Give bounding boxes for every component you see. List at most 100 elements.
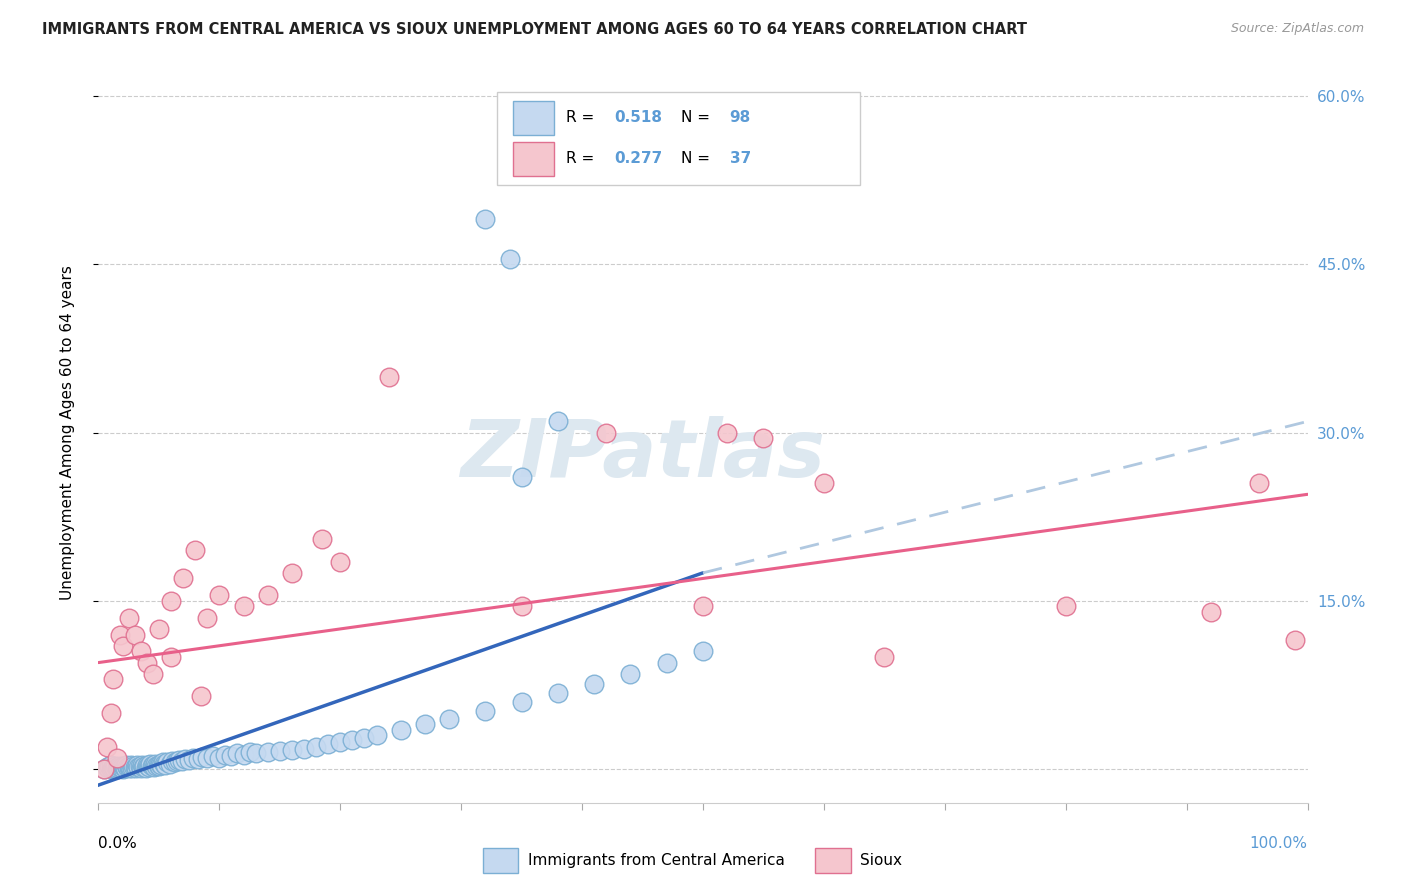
Point [139,756,162,771]
Point [292,742,315,756]
Text: IMMIGRANTS FROM CENTRAL AMERICA VS SIOUX UNEMPLOYMENT AMONG AGES 60 TO 64 YEARS : IMMIGRANTS FROM CENTRAL AMERICA VS SIOUX… [42,22,1028,37]
Point [187,752,209,766]
Point [655,656,678,670]
Text: Source: ZipAtlas.com: Source: ZipAtlas.com [1230,22,1364,36]
Point [389,723,412,737]
Point [160,650,183,665]
FancyBboxPatch shape [513,101,554,135]
Point [105,751,128,765]
Point [269,744,291,758]
FancyBboxPatch shape [482,848,517,873]
Point [103,761,125,775]
Point [93,762,115,776]
Point [316,738,339,752]
Point [595,425,617,440]
Point [152,756,174,770]
Point [160,594,183,608]
Point [115,757,138,772]
Text: 37: 37 [730,151,751,166]
Point [135,761,157,775]
Point [619,666,641,681]
Point [143,760,166,774]
Point [305,739,328,754]
Point [181,751,204,765]
Point [190,690,212,704]
Text: R =: R = [567,111,599,126]
Text: N =: N = [682,151,716,166]
Point [813,476,835,491]
Text: Immigrants from Central America: Immigrants from Central America [527,853,785,868]
Point [1199,605,1222,619]
Point [128,758,150,772]
Text: 100.0%: 100.0% [1250,836,1308,851]
Point [256,588,278,602]
Point [437,712,460,726]
Point [104,758,127,772]
Point [281,743,304,757]
Point [226,747,249,761]
Point [136,758,159,772]
Point [1249,476,1271,491]
Point [692,644,714,658]
Point [108,760,131,774]
Point [117,760,139,774]
Point [214,747,236,762]
Point [148,622,170,636]
Point [101,760,124,774]
Point [134,758,156,772]
Point [752,431,775,445]
Point [98,758,121,772]
Point [100,762,122,776]
Point [281,566,304,580]
Point [498,252,520,266]
Point [153,757,176,772]
Point [474,704,496,718]
Point [124,627,146,641]
Point [353,731,375,745]
Point [245,747,267,761]
Point [329,555,352,569]
Point [474,212,496,227]
Point [105,760,128,774]
Point [138,760,160,774]
Point [101,673,124,687]
Point [342,733,364,747]
Point [1054,599,1077,614]
Point [118,758,141,772]
Point [510,695,533,709]
Point [111,758,134,772]
Point [141,758,163,772]
Point [127,757,149,772]
Point [160,754,183,768]
Point [413,717,436,731]
Point [311,532,333,546]
Point [184,543,207,558]
FancyBboxPatch shape [513,142,554,176]
Point [100,761,122,775]
Point [142,666,165,681]
FancyBboxPatch shape [815,848,851,873]
Point [366,729,388,743]
Text: Sioux: Sioux [860,853,903,868]
Point [121,761,143,775]
Point [131,757,153,772]
Point [129,761,152,775]
Y-axis label: Unemployment Among Ages 60 to 64 years: Unemployment Among Ages 60 to 64 years [60,265,75,600]
Point [163,756,186,770]
Point [108,627,131,641]
Point [149,756,172,771]
Point [208,751,231,765]
Point [122,758,145,772]
Text: 0.277: 0.277 [614,151,664,166]
Point [195,610,218,624]
Point [143,756,166,771]
Point [583,677,606,691]
Point [129,644,152,658]
Text: N =: N = [682,111,716,126]
Point [1284,633,1306,648]
Point [108,758,131,772]
Point [716,425,738,440]
Point [221,748,243,763]
Point [105,762,128,776]
Point [256,745,278,759]
